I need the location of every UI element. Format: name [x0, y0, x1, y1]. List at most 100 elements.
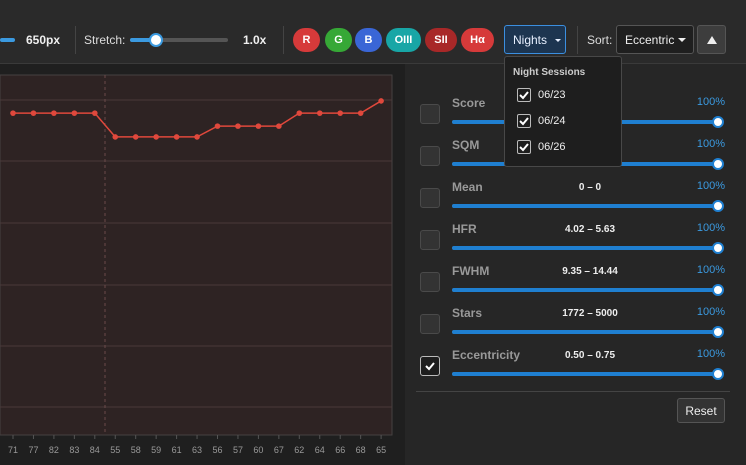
x-tick-label: 57 [233, 445, 243, 455]
row-slider-fill [452, 246, 718, 250]
separator [416, 391, 730, 392]
checkmark [519, 143, 529, 152]
x-tick-label: 66 [335, 445, 345, 455]
sort-direction-button[interactable] [697, 25, 726, 54]
point [337, 110, 344, 116]
point [296, 110, 303, 116]
row-percent: 100% [696, 348, 725, 360]
stretch-knob[interactable] [149, 33, 163, 47]
filter-button[interactable]: Hα [461, 28, 494, 52]
row-label: Eccentricity [452, 348, 521, 362]
point [316, 110, 323, 116]
row-checkbox[interactable] [420, 272, 440, 292]
x-tick-label: 77 [28, 445, 38, 455]
row-checkbox[interactable] [420, 188, 440, 208]
row-checkbox[interactable] [420, 146, 440, 166]
row-range: 1772 – 5000 [562, 308, 618, 319]
nights-menu: Night Sessions 06/23 06/24 06/26 [504, 56, 622, 167]
x-tick-label: 62 [294, 445, 304, 455]
filter-panel: Reset Score 100% SQM 100% Mean 0 – 0 100% HFR 4.… [405, 64, 746, 465]
nights-button[interactable]: Nights [504, 25, 566, 54]
x-tick-label: 84 [90, 445, 100, 455]
row-range: 4.02 – 5.63 [564, 224, 616, 235]
row-range: 0 – 0 [578, 182, 602, 193]
row-checkbox[interactable] [420, 314, 440, 334]
x-tick-label: 60 [253, 445, 263, 455]
point [132, 134, 139, 140]
x-tick-label: 59 [151, 445, 161, 455]
sort-label: Sort: [587, 33, 613, 47]
x-tick-label: 64 [315, 445, 325, 455]
row-slider-knob[interactable] [712, 158, 724, 170]
divider [577, 26, 578, 54]
row-slider-knob[interactable] [712, 116, 724, 128]
filter-button[interactable]: R [293, 28, 320, 52]
point [173, 134, 180, 140]
stretch-fill [130, 38, 156, 42]
sort-select[interactable]: Eccentric [616, 25, 694, 54]
row-slider-knob[interactable] [712, 242, 724, 254]
x-tick-label: 71 [8, 445, 18, 455]
size-slider[interactable] [0, 38, 15, 42]
nights-label: Nights [513, 32, 548, 47]
filter-button[interactable]: B [355, 28, 382, 52]
row-range: 0.50 – 0.75 [564, 350, 616, 361]
checkmark [519, 117, 529, 126]
row-slider-knob[interactable] [712, 284, 724, 296]
row-percent: 100% [696, 306, 725, 318]
filter-button[interactable]: OIII [386, 28, 421, 52]
reset-button[interactable]: Reset [677, 398, 725, 423]
row-slider-knob[interactable] [712, 368, 724, 380]
row-percent: 100% [696, 138, 725, 150]
x-tick-label: 68 [356, 445, 366, 455]
caret [678, 37, 686, 42]
point [214, 123, 221, 129]
row-percent: 100% [696, 222, 725, 234]
point [92, 110, 98, 116]
x-tick-label: 83 [69, 445, 79, 455]
toolbar: 650px Stretch: 1.0x R G B OIII SII Hα Nights … [0, 0, 746, 64]
stretch-label: Stretch: [84, 33, 126, 47]
row-label: HFR [452, 222, 477, 236]
chart: 71 77 82 83 84 55 58 59 61 63 56 57 60 67 62 64 66 68 65 [0, 74, 393, 455]
point [378, 98, 384, 104]
row-percent: 100% [696, 180, 725, 192]
night-label[interactable]: 06/24 [538, 115, 566, 127]
sort-value: Eccentric [625, 32, 675, 47]
row-checkbox[interactable] [420, 356, 440, 376]
point [71, 110, 78, 116]
checkmark [519, 91, 529, 100]
row-range: 9.35 – 14.44 [562, 266, 618, 277]
divider [75, 26, 76, 54]
night-checkbox[interactable] [517, 88, 531, 102]
stretch-value: 1.0x [243, 33, 267, 47]
row-checkbox[interactable] [420, 230, 440, 250]
stretch-slider[interactable] [130, 38, 228, 42]
up-arrow [706, 35, 717, 44]
point [51, 110, 57, 116]
filter-button[interactable]: G [325, 28, 352, 52]
filter-button[interactable]: SII [425, 28, 457, 52]
row-slider-fill [452, 288, 718, 292]
night-label[interactable]: 06/26 [538, 141, 566, 153]
row-percent: 100% [696, 96, 725, 108]
point [112, 134, 119, 140]
point [357, 110, 364, 116]
night-label[interactable]: 06/23 [538, 89, 566, 101]
row-label: SQM [452, 138, 480, 152]
menu-title: Night Sessions [513, 67, 586, 78]
row-slider-knob[interactable] [712, 326, 724, 338]
x-tick-label: 56 [212, 445, 222, 455]
night-checkbox[interactable] [517, 140, 531, 154]
row-checkbox[interactable] [420, 104, 440, 124]
row-slider-knob[interactable] [712, 200, 724, 212]
point [276, 123, 282, 129]
x-tick-label: 55 [110, 445, 120, 455]
point [255, 123, 262, 129]
night-checkbox[interactable] [517, 114, 531, 128]
x-tick-label: 82 [49, 445, 59, 455]
plot-area [0, 74, 393, 436]
x-tick-label: 67 [274, 445, 284, 455]
x-tick-label: 63 [192, 445, 202, 455]
